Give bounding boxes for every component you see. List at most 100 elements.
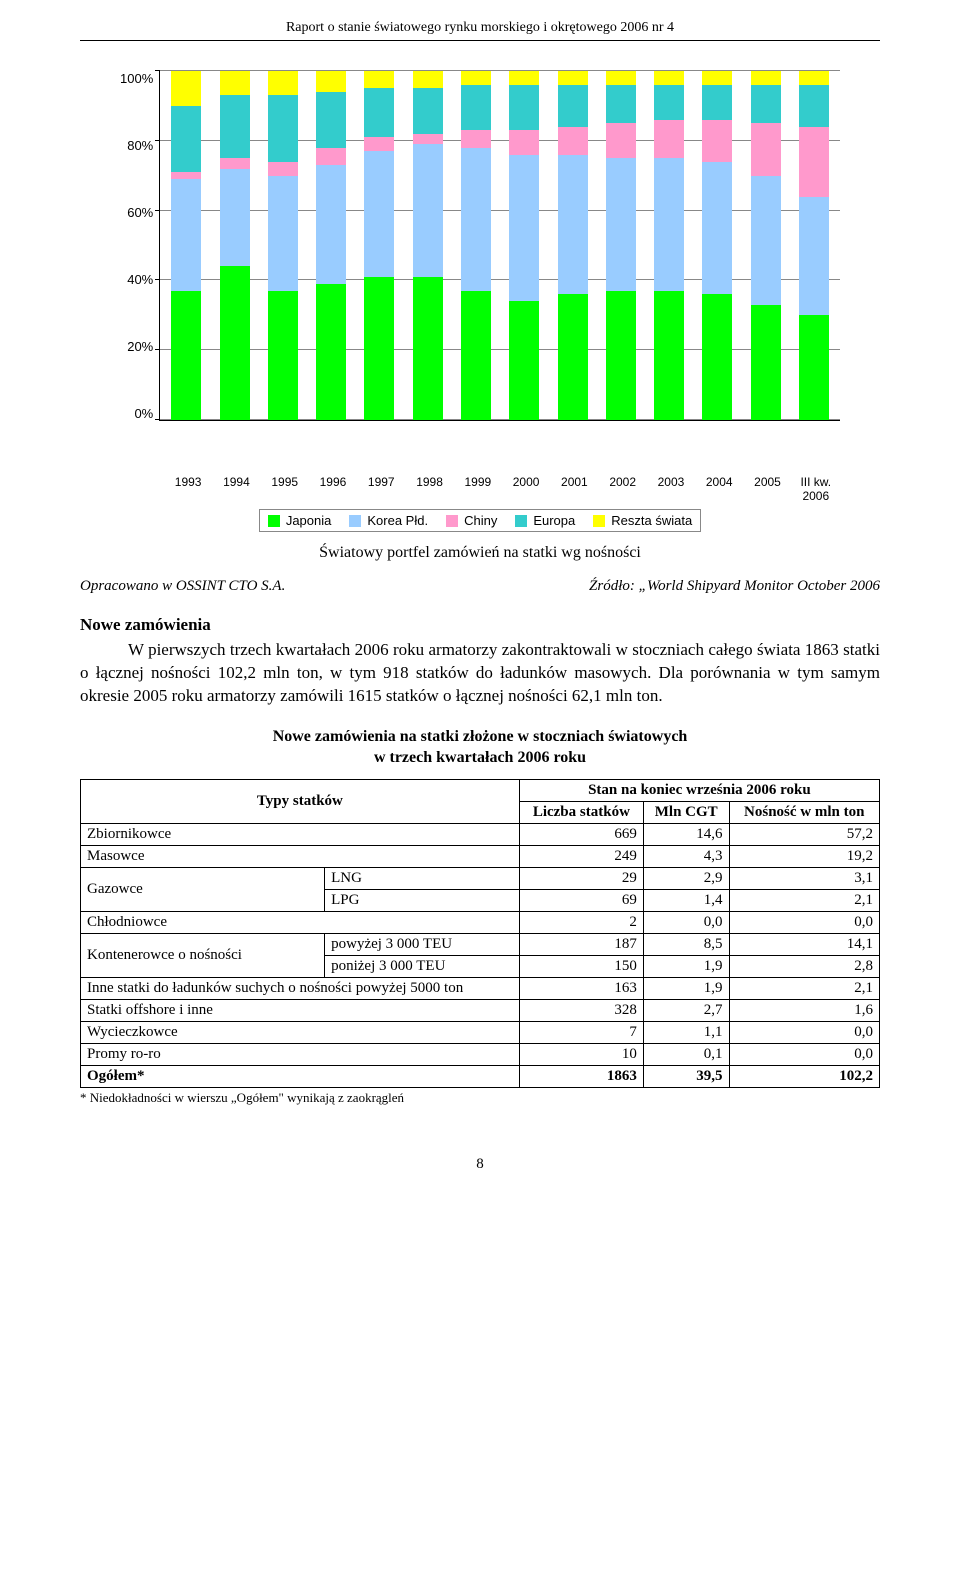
bar-segment — [316, 148, 346, 165]
bar-segment — [751, 176, 781, 305]
cell-label: Wycieczkowce — [81, 1022, 520, 1044]
chart-plot — [159, 71, 840, 421]
bar-segment — [220, 169, 250, 267]
page-header: Raport o stanie światowego rynku morskie… — [80, 20, 880, 41]
bar-segment — [606, 291, 636, 420]
bar-segment — [799, 127, 829, 197]
bar-segment — [509, 155, 539, 302]
cell-value: 187 — [519, 934, 643, 956]
x-tick-label: 1993 — [165, 475, 211, 503]
bar-segment — [413, 88, 443, 133]
x-tick-label: 2001 — [551, 475, 597, 503]
cell-label: Chłodniowce — [81, 912, 520, 934]
bar — [751, 71, 781, 420]
cell-value: 2,1 — [729, 978, 879, 1000]
bar — [268, 71, 298, 420]
bar-segment — [171, 71, 201, 106]
legend-swatch — [515, 515, 527, 527]
cell-value: 150 — [519, 956, 643, 978]
cell-value: 1,6 — [729, 1000, 879, 1022]
bar-segment — [558, 155, 588, 295]
th-column: Mln CGT — [643, 802, 729, 824]
table-row: Chłodniowce20,00,0 — [81, 912, 880, 934]
table-row: Statki offshore i inne3282,71,6 — [81, 1000, 880, 1022]
stacked-bar-chart: 100%80%60%40%20%0% 199319941995199619971… — [120, 71, 840, 562]
legend-item: Chiny — [446, 513, 497, 528]
cell-value: 4,3 — [643, 846, 729, 868]
x-tick-label: 1995 — [262, 475, 308, 503]
bar-segment — [268, 71, 298, 95]
bar-segment — [606, 158, 636, 291]
bar — [220, 71, 250, 420]
cell-sublabel: poniżej 3 000 TEU — [325, 956, 520, 978]
cell-sublabel: powyżej 3 000 TEU — [325, 934, 520, 956]
x-tick-label: 2003 — [648, 475, 694, 503]
bar-segment — [654, 85, 684, 120]
bar-segment — [654, 71, 684, 85]
bar-segment — [364, 151, 394, 277]
bar-segment — [799, 197, 829, 316]
bar-segment — [268, 291, 298, 420]
cell-value: 0,0 — [729, 912, 879, 934]
cell-value: 2,1 — [729, 890, 879, 912]
table-row: Promy ro-ro100,10,0 — [81, 1044, 880, 1066]
bar — [558, 71, 588, 420]
cell-value: 328 — [519, 1000, 643, 1022]
cell-value: 14,1 — [729, 934, 879, 956]
cell-value: 69 — [519, 890, 643, 912]
cell-value: 249 — [519, 846, 643, 868]
cell-label: Masowce — [81, 846, 520, 868]
cell-value: 0,0 — [643, 912, 729, 934]
bar-segment — [751, 85, 781, 123]
bar-segment — [751, 71, 781, 85]
bar-segment — [461, 71, 491, 85]
bar-segment — [799, 71, 829, 85]
y-tick-label: 0% — [134, 406, 153, 421]
bar-segment — [171, 106, 201, 172]
table-row: GazowceLNG292,93,1 — [81, 868, 880, 890]
cell-value: 163 — [519, 978, 643, 1000]
cell-sublabel: LNG — [325, 868, 520, 890]
cell-value: 2 — [519, 912, 643, 934]
grid-line — [160, 279, 840, 280]
bar — [316, 71, 346, 420]
table-row: Inne statki do ładunków suchych o nośnoś… — [81, 978, 880, 1000]
bar-segment — [220, 266, 250, 420]
bar-segment — [171, 291, 201, 420]
section-heading: Nowe zamówienia — [80, 615, 880, 635]
bar-segment — [509, 301, 539, 420]
bar-segment — [364, 71, 394, 88]
y-tick-label: 60% — [127, 205, 153, 220]
y-tick-label: 80% — [127, 138, 153, 153]
legend-label: Europa — [533, 513, 575, 528]
cell-value: 1863 — [519, 1066, 643, 1088]
grid-line — [160, 70, 840, 71]
cell-value: 1,9 — [643, 978, 729, 1000]
cell-value: 0,0 — [729, 1044, 879, 1066]
bar-segment — [702, 294, 732, 420]
th-column: Liczba statków — [519, 802, 643, 824]
chart-legend: JaponiaKorea Płd.ChinyEuropaReszta świat… — [259, 509, 701, 532]
cell-label: Promy ro-ro — [81, 1044, 520, 1066]
cell-value: 2,8 — [729, 956, 879, 978]
grid-line — [160, 349, 840, 350]
cell-label: Gazowce — [81, 868, 325, 912]
bar-segment — [654, 158, 684, 291]
bar — [702, 71, 732, 420]
cell-value: 39,5 — [643, 1066, 729, 1088]
bar-segment — [413, 144, 443, 277]
bar — [171, 71, 201, 420]
x-tick-label: 2004 — [696, 475, 742, 503]
table-row-total: Ogółem*186339,5102,2 — [81, 1066, 880, 1088]
cell-value: 14,6 — [643, 824, 729, 846]
th-group: Stan na koniec września 2006 roku — [519, 780, 879, 802]
th-column: Nośność w mln ton — [729, 802, 879, 824]
bar-segment — [171, 179, 201, 291]
bar-segment — [461, 291, 491, 420]
bar-segment — [509, 85, 539, 130]
cell-value: 57,2 — [729, 824, 879, 846]
cell-label: Inne statki do ładunków suchych o nośnoś… — [81, 978, 520, 1000]
bar — [606, 71, 636, 420]
bar-segment — [702, 162, 732, 295]
source-left: Opracowano w OSSINT CTO S.A. — [80, 578, 285, 595]
